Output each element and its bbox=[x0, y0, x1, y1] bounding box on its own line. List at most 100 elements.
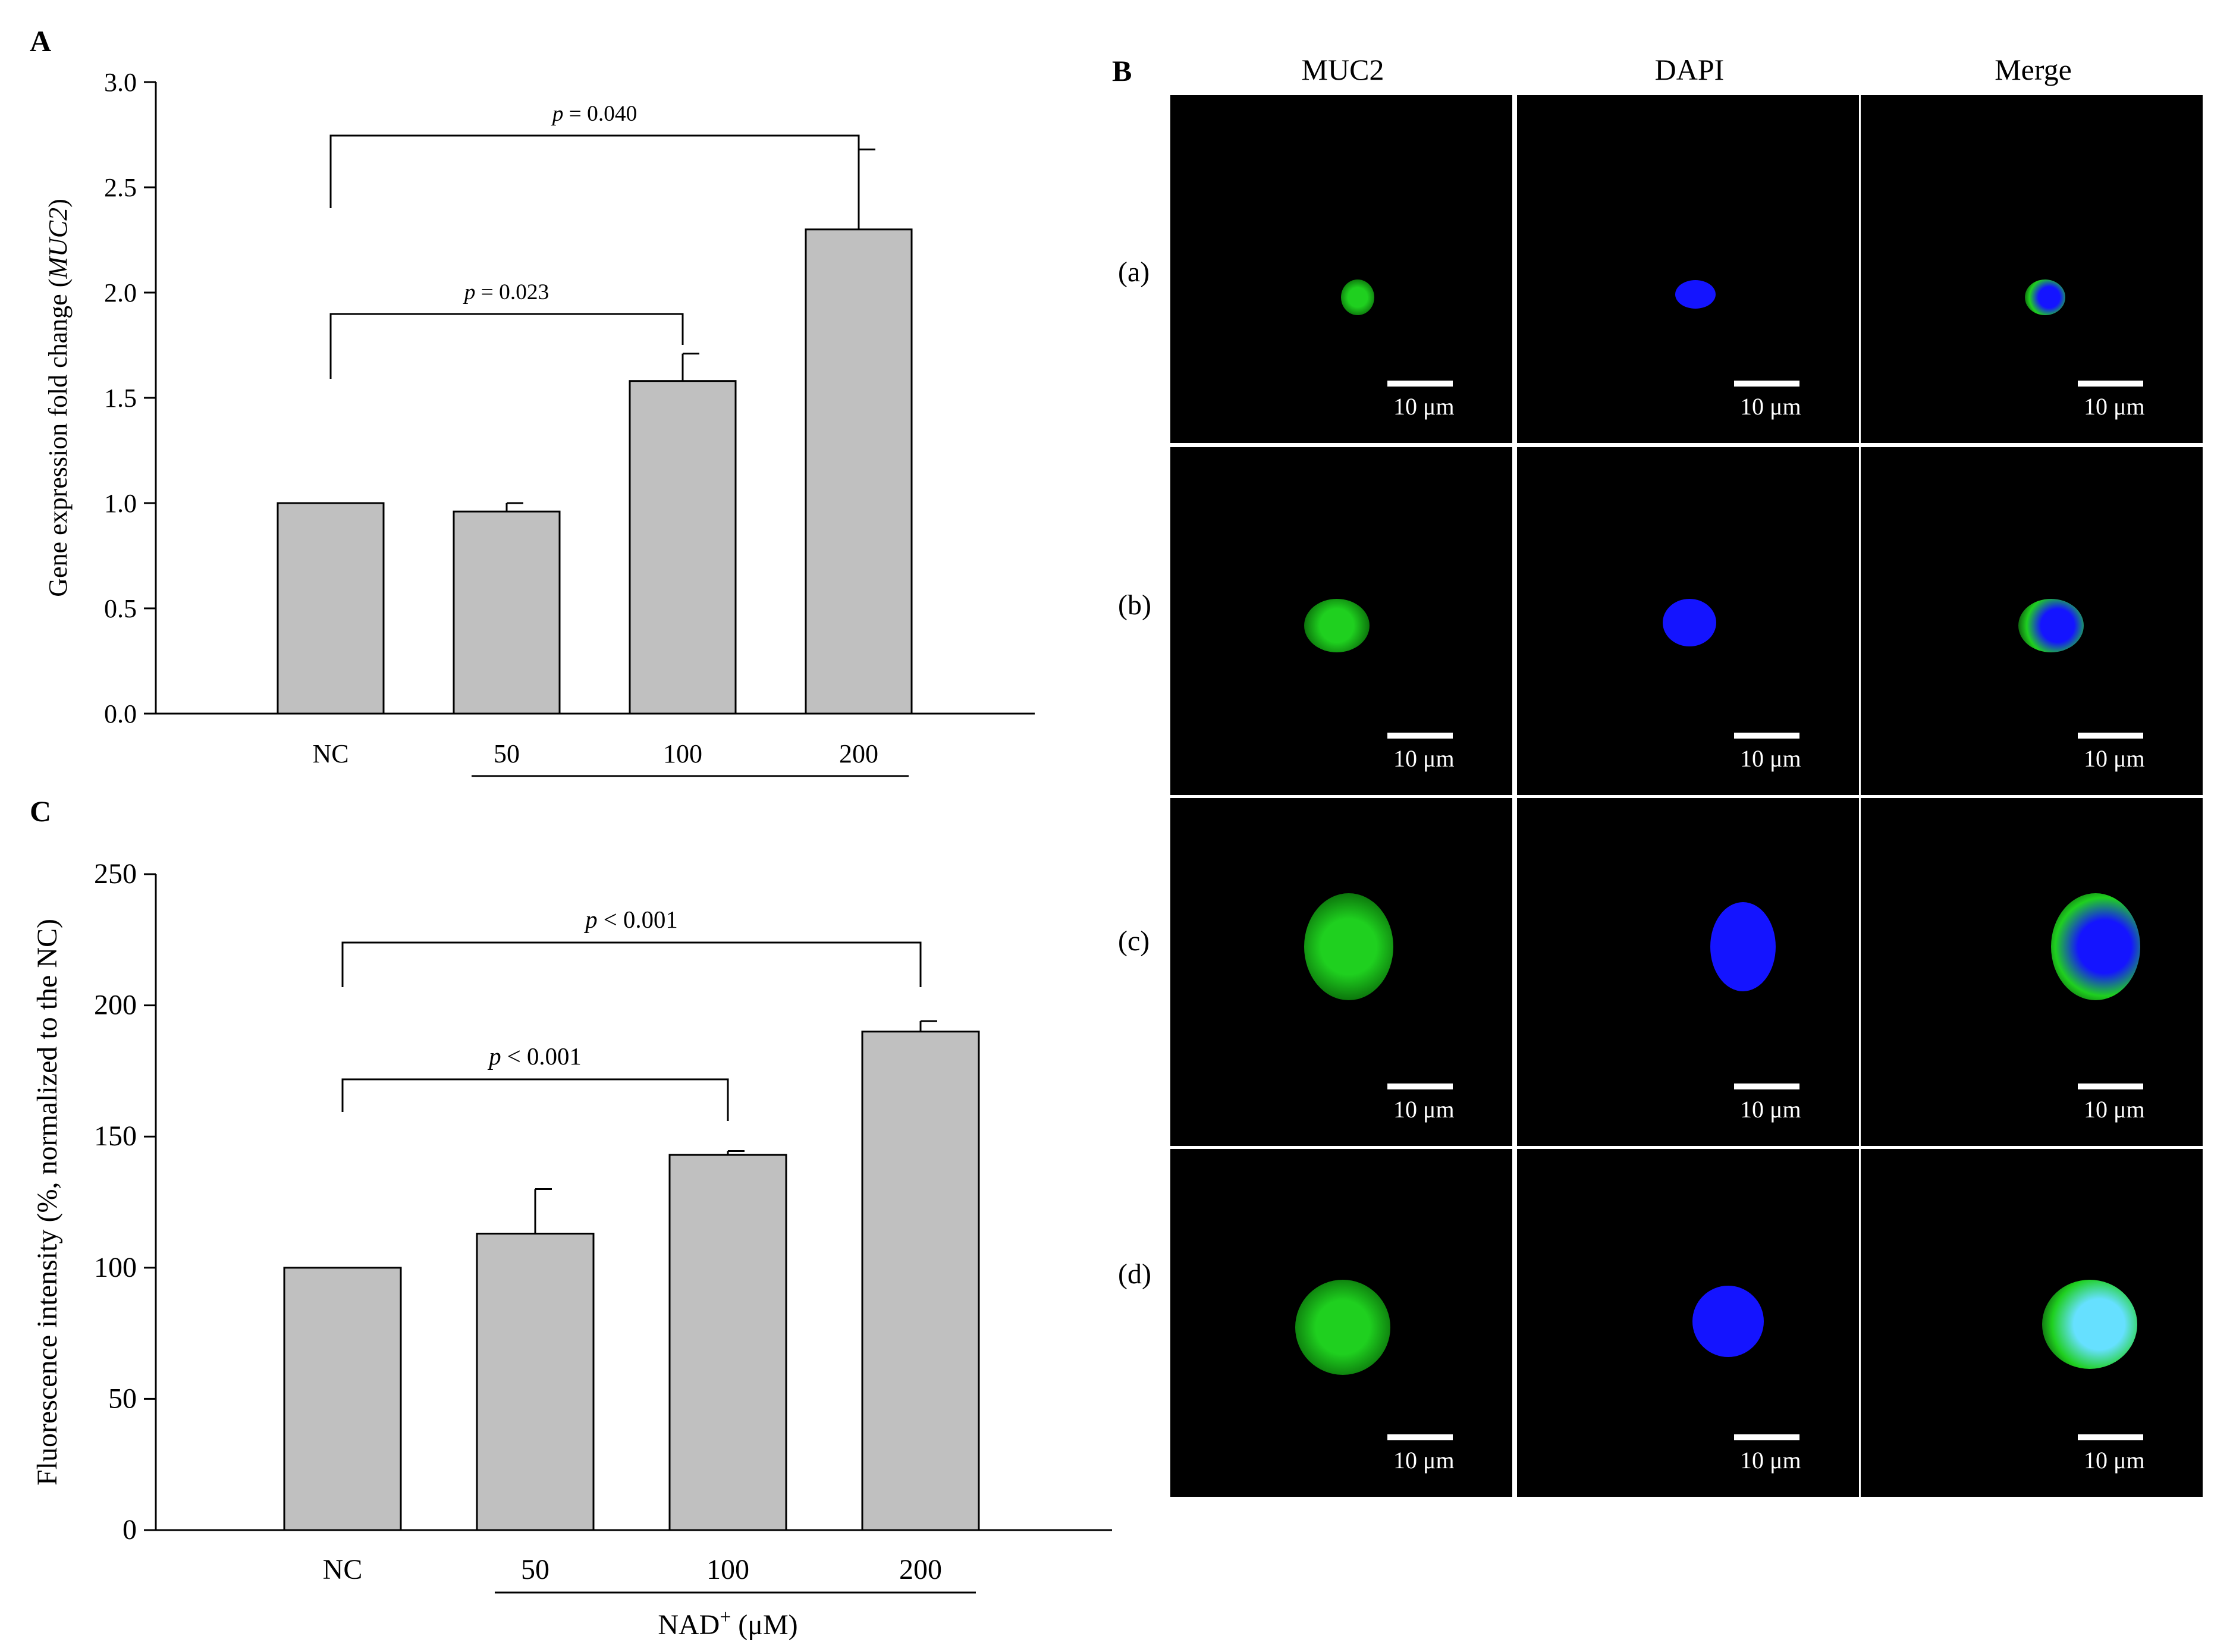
bar bbox=[629, 380, 737, 715]
bar bbox=[453, 510, 561, 715]
scale-bar bbox=[1734, 1083, 1799, 1089]
y-tick-label: 200 bbox=[94, 990, 137, 1021]
scale-bar-label: 10 μm bbox=[1740, 1447, 1801, 1474]
column-title: DAPI bbox=[1654, 53, 1725, 86]
y-axis-label: Gene expression fold change (MUC2) bbox=[43, 199, 73, 597]
panel-label-a: A bbox=[30, 24, 52, 58]
micrograph-image: 10 μm bbox=[1517, 447, 1859, 795]
p-value-label: p = 0.040 bbox=[551, 102, 637, 126]
y-axis-label: Fluorescence intensity (%, normalized to… bbox=[32, 919, 63, 1485]
dapi-nucleus bbox=[1663, 599, 1716, 646]
x-axis-label: NAD+ (μM) bbox=[658, 1606, 797, 1641]
column-title: Merge bbox=[1995, 53, 2072, 86]
y-tick-label: 3.0 bbox=[104, 68, 137, 97]
micrograph-image: 10 μm bbox=[1517, 1149, 1859, 1497]
scale-bar-label: 10 μm bbox=[1393, 393, 1455, 420]
x-tick-label: 100 bbox=[663, 739, 702, 768]
muc2-signal bbox=[1295, 1280, 1390, 1375]
scale-bar-label: 10 μm bbox=[2084, 1096, 2145, 1123]
p-value-label: p = 0.023 bbox=[463, 280, 549, 304]
y-tick-label: 150 bbox=[94, 1120, 137, 1152]
muc2-signal bbox=[1341, 279, 1374, 315]
scale-bar bbox=[2078, 1434, 2143, 1440]
muc2-signal bbox=[1304, 599, 1370, 652]
micrograph-image: 10 μm bbox=[1517, 95, 1859, 443]
x-tick-label: 50 bbox=[494, 739, 520, 768]
row-label: (b) bbox=[1118, 589, 1151, 621]
x-tick-label: NC bbox=[323, 1554, 363, 1585]
scale-bar-label: 10 μm bbox=[2084, 1447, 2145, 1474]
bar bbox=[861, 1031, 980, 1531]
scale-bar-label: 10 μm bbox=[1740, 1096, 1801, 1123]
micrograph-image: 10 μm bbox=[1861, 798, 2203, 1146]
significance-bracket bbox=[329, 313, 684, 379]
micrograph-image: 10 μm bbox=[1170, 798, 1512, 1146]
significance-bracket bbox=[341, 941, 922, 987]
micrograph-image: 10 μm bbox=[1861, 95, 2203, 443]
y-tick-label: 1.5 bbox=[104, 384, 137, 413]
scale-bar-label: 10 μm bbox=[1740, 393, 1801, 420]
y-tick-label: 0 bbox=[123, 1514, 137, 1546]
scale-bar-label: 10 μm bbox=[1393, 745, 1455, 772]
column-title: MUC2 bbox=[1301, 53, 1384, 86]
p-value-label: p < 0.001 bbox=[583, 906, 678, 933]
micrograph-image: 10 μm bbox=[1170, 447, 1512, 795]
significance-bracket bbox=[329, 134, 860, 208]
bar bbox=[277, 502, 385, 715]
chart-a: 0.0 0.5 1.0 1.5 2.0 2.5 3.0 Gene expression fol… bbox=[43, 68, 1035, 777]
bar bbox=[668, 1154, 787, 1531]
muc2-signal bbox=[1304, 893, 1393, 1000]
scale-bar-label: 10 μm bbox=[1393, 1096, 1455, 1123]
row-label: (d) bbox=[1118, 1258, 1151, 1290]
x-tick-label: 200 bbox=[839, 739, 878, 768]
scale-bar bbox=[2078, 381, 2143, 387]
bar bbox=[805, 228, 913, 715]
x-tick-label: 50 bbox=[521, 1554, 549, 1585]
micrograph-image: 10 μm bbox=[1861, 447, 2203, 795]
y-tick-label: 250 bbox=[94, 858, 137, 890]
y-tick-label: 50 bbox=[108, 1383, 137, 1414]
micrograph-image: 10 μm bbox=[1170, 1149, 1512, 1497]
merge-signal bbox=[2051, 893, 2140, 1000]
scale-bar-label: 10 μm bbox=[1740, 745, 1801, 772]
scale-bar bbox=[1734, 733, 1799, 739]
scale-bar bbox=[1387, 381, 1453, 387]
scale-bar bbox=[1387, 733, 1453, 739]
bar bbox=[476, 1232, 595, 1531]
y-tick-label: 100 bbox=[94, 1252, 137, 1283]
row-label: (a) bbox=[1118, 256, 1150, 288]
merge-signal bbox=[2018, 599, 2084, 652]
x-tick-label: 100 bbox=[706, 1554, 749, 1585]
scale-bar bbox=[1387, 1434, 1453, 1440]
y-tick-label: 0.5 bbox=[104, 594, 137, 623]
x-tick-label: NC bbox=[312, 739, 348, 768]
x-tick-label: 200 bbox=[899, 1554, 942, 1585]
significance-bracket bbox=[341, 1078, 729, 1121]
scale-bar bbox=[1734, 1434, 1799, 1440]
y-tick-label: 2.5 bbox=[104, 173, 137, 202]
micrograph-image: 10 μm bbox=[1861, 1149, 2203, 1497]
scale-bar-label: 10 μm bbox=[2084, 745, 2145, 772]
chart-c: 0 50 100 150 200 250 Fluorescence intensity (%… bbox=[32, 858, 1112, 1641]
scale-bar bbox=[2078, 1083, 2143, 1089]
scale-bar bbox=[1387, 1083, 1453, 1089]
scale-bar-label: 10 μm bbox=[1393, 1447, 1455, 1474]
panel-label-c: C bbox=[30, 794, 52, 828]
dapi-nucleus bbox=[1692, 1286, 1764, 1357]
scale-bar bbox=[1734, 381, 1799, 387]
bar bbox=[283, 1267, 402, 1531]
y-tick-label: 1.0 bbox=[104, 489, 137, 518]
merge-signal bbox=[2025, 279, 2065, 315]
panel-label-b: B bbox=[1112, 54, 1132, 87]
dapi-nucleus bbox=[1675, 280, 1716, 309]
y-tick-label: 2.0 bbox=[104, 278, 137, 307]
micrograph-image: 10 μm bbox=[1517, 798, 1859, 1146]
y-tick-label: 0.0 bbox=[104, 699, 137, 728]
merge-signal bbox=[2042, 1280, 2137, 1369]
dapi-nucleus bbox=[1710, 902, 1776, 991]
row-label: (c) bbox=[1118, 925, 1150, 957]
p-value-label: p < 0.001 bbox=[487, 1043, 582, 1070]
scale-bar-label: 10 μm bbox=[2084, 393, 2145, 420]
scale-bar bbox=[2078, 733, 2143, 739]
micrograph-image: 10 μm bbox=[1170, 95, 1512, 443]
